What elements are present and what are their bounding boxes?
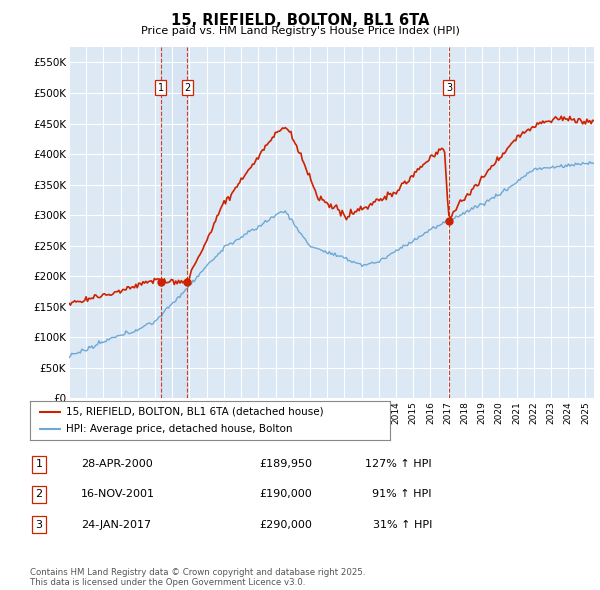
Text: £190,000: £190,000 bbox=[259, 490, 312, 499]
Text: 31% ↑ HPI: 31% ↑ HPI bbox=[373, 520, 432, 529]
Text: 16-NOV-2001: 16-NOV-2001 bbox=[81, 490, 155, 499]
Text: 3: 3 bbox=[35, 520, 43, 529]
Text: 127% ↑ HPI: 127% ↑ HPI bbox=[365, 460, 432, 469]
Text: 15, RIEFIELD, BOLTON, BL1 6TA: 15, RIEFIELD, BOLTON, BL1 6TA bbox=[171, 13, 429, 28]
Text: £189,950: £189,950 bbox=[259, 460, 312, 469]
Text: 28-APR-2000: 28-APR-2000 bbox=[81, 460, 153, 469]
Text: £290,000: £290,000 bbox=[259, 520, 312, 529]
Text: Price paid vs. HM Land Registry's House Price Index (HPI): Price paid vs. HM Land Registry's House … bbox=[140, 26, 460, 36]
Bar bbox=[161, 47, 187, 398]
Text: 3: 3 bbox=[446, 83, 452, 93]
Text: 2: 2 bbox=[184, 83, 191, 93]
Text: 24-JAN-2017: 24-JAN-2017 bbox=[81, 520, 151, 529]
Text: 91% ↑ HPI: 91% ↑ HPI bbox=[373, 490, 432, 499]
Text: HPI: Average price, detached house, Bolton: HPI: Average price, detached house, Bolt… bbox=[66, 424, 293, 434]
Text: 1: 1 bbox=[35, 460, 43, 469]
Text: 2: 2 bbox=[35, 490, 43, 499]
Text: Contains HM Land Registry data © Crown copyright and database right 2025.
This d: Contains HM Land Registry data © Crown c… bbox=[30, 568, 365, 587]
Text: 15, RIEFIELD, BOLTON, BL1 6TA (detached house): 15, RIEFIELD, BOLTON, BL1 6TA (detached … bbox=[66, 407, 323, 417]
Text: 1: 1 bbox=[158, 83, 164, 93]
